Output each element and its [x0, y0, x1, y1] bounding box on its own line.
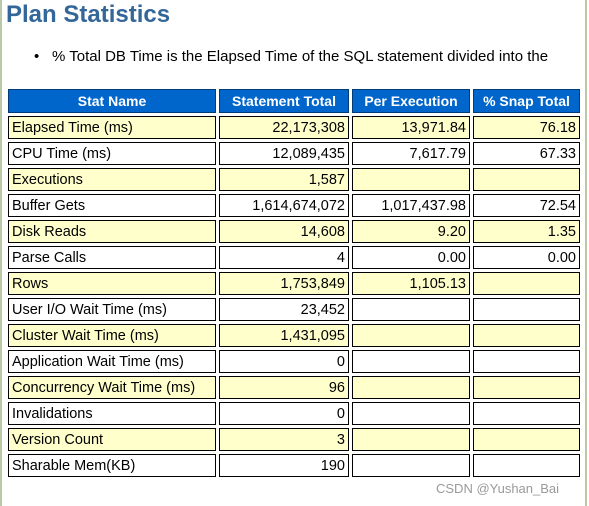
table-row: Parse Calls 4 0.00 0.00 [8, 246, 580, 269]
cell-snap-total [473, 298, 580, 321]
cell-snap-total: 72.54 [473, 194, 580, 217]
cell-snap-total [473, 402, 580, 425]
cell-per-execution: 1,017,437.98 [352, 194, 470, 217]
cell-per-execution: 0.00 [352, 246, 470, 269]
cell-stat-name: Buffer Gets [8, 194, 216, 217]
table-row: Elapsed Time (ms) 22,173,308 13,971.84 76.1… [8, 116, 580, 139]
frame-left-border [0, 0, 2, 506]
table-row: Invalidations 0 [8, 402, 580, 425]
plan-statistics-table: Stat Name Statement Total Per Execution … [5, 86, 583, 480]
cell-stat-name: CPU Time (ms) [8, 142, 216, 165]
table-row: CPU Time (ms) 12,089,435 7,617.79 67.33 [8, 142, 580, 165]
cell-stat-name: User I/O Wait Time (ms) [8, 298, 216, 321]
cell-stat-name: Application Wait Time (ms) [8, 350, 216, 373]
col-header-statement-total: Statement Total [219, 89, 349, 113]
cell-per-execution [352, 376, 470, 399]
cell-per-execution [352, 298, 470, 321]
cell-statement-total: 4 [219, 246, 349, 269]
cell-statement-total: 190 [219, 454, 349, 477]
cell-statement-total: 14,608 [219, 220, 349, 243]
cell-snap-total: 0.00 [473, 246, 580, 269]
table-row: Version Count 3 [8, 428, 580, 451]
cell-per-execution [352, 350, 470, 373]
cell-stat-name: Executions [8, 168, 216, 191]
cell-statement-total: 3 [219, 428, 349, 451]
table-row: Application Wait Time (ms) 0 [8, 350, 580, 373]
cell-stat-name: Cluster Wait Time (ms) [8, 324, 216, 347]
cell-per-execution [352, 454, 470, 477]
cell-per-execution [352, 324, 470, 347]
cell-per-execution: 1,105.13 [352, 272, 470, 295]
note-list-item: • % Total DB Time is the Elapsed Time of … [34, 47, 548, 67]
note-text: % Total DB Time is the Elapsed Time of t… [52, 48, 549, 65]
cell-statement-total: 1,753,849 [219, 272, 349, 295]
page-title: Plan Statistics [6, 1, 171, 28]
table-row: Sharable Mem(KB) 190 [8, 454, 580, 477]
frame-right-border [585, 0, 587, 506]
cell-statement-total: 12,089,435 [219, 142, 349, 165]
col-header-per-execution: Per Execution [352, 89, 470, 113]
plan-statistics-table-wrap: Stat Name Statement Total Per Execution … [5, 86, 583, 480]
cell-stat-name: Rows [8, 272, 216, 295]
cell-stat-name: Elapsed Time (ms) [8, 116, 216, 139]
col-header-stat-name: Stat Name [8, 89, 216, 113]
cell-statement-total: 23,452 [219, 298, 349, 321]
cell-stat-name: Disk Reads [8, 220, 216, 243]
cell-snap-total [473, 168, 580, 191]
table-row: Executions 1,587 [8, 168, 580, 191]
table-row: Concurrency Wait Time (ms) 96 [8, 376, 580, 399]
cell-per-execution [352, 168, 470, 191]
col-header-snap-total: % Snap Total [473, 89, 580, 113]
cell-statement-total: 0 [219, 350, 349, 373]
cell-statement-total: 1,587 [219, 168, 349, 191]
cell-stat-name: Concurrency Wait Time (ms) [8, 376, 216, 399]
cell-per-execution: 7,617.79 [352, 142, 470, 165]
cell-per-execution: 9.20 [352, 220, 470, 243]
cell-snap-total: 1.35 [473, 220, 580, 243]
cell-snap-total [473, 376, 580, 399]
table-header-row: Stat Name Statement Total Per Execution … [8, 89, 580, 113]
bullet-icon: • [34, 48, 40, 65]
cell-stat-name: Sharable Mem(KB) [8, 454, 216, 477]
cell-snap-total: 67.33 [473, 142, 580, 165]
cell-snap-total: 76.18 [473, 116, 580, 139]
cell-per-execution: 13,971.84 [352, 116, 470, 139]
cell-snap-total [473, 350, 580, 373]
cell-snap-total [473, 272, 580, 295]
cell-per-execution [352, 402, 470, 425]
cell-stat-name: Version Count [8, 428, 216, 451]
table-row: Disk Reads 14,608 9.20 1.35 [8, 220, 580, 243]
cell-snap-total [473, 428, 580, 451]
cell-statement-total: 0 [219, 402, 349, 425]
table-row: Rows 1,753,849 1,105.13 [8, 272, 580, 295]
table-row: User I/O Wait Time (ms) 23,452 [8, 298, 580, 321]
cell-per-execution [352, 428, 470, 451]
cell-stat-name: Parse Calls [8, 246, 216, 269]
cell-snap-total [473, 454, 580, 477]
table-row: Buffer Gets 1,614,674,072 1,017,437.98 72.5… [8, 194, 580, 217]
cell-statement-total: 96 [219, 376, 349, 399]
cell-snap-total [473, 324, 580, 347]
cell-stat-name: Invalidations [8, 402, 216, 425]
cell-statement-total: 22,173,308 [219, 116, 349, 139]
cell-statement-total: 1,614,674,072 [219, 194, 349, 217]
watermark: CSDN @Yushan_Bai [436, 481, 560, 496]
table-row: Cluster Wait Time (ms) 1,431,095 [8, 324, 580, 347]
cell-statement-total: 1,431,095 [219, 324, 349, 347]
